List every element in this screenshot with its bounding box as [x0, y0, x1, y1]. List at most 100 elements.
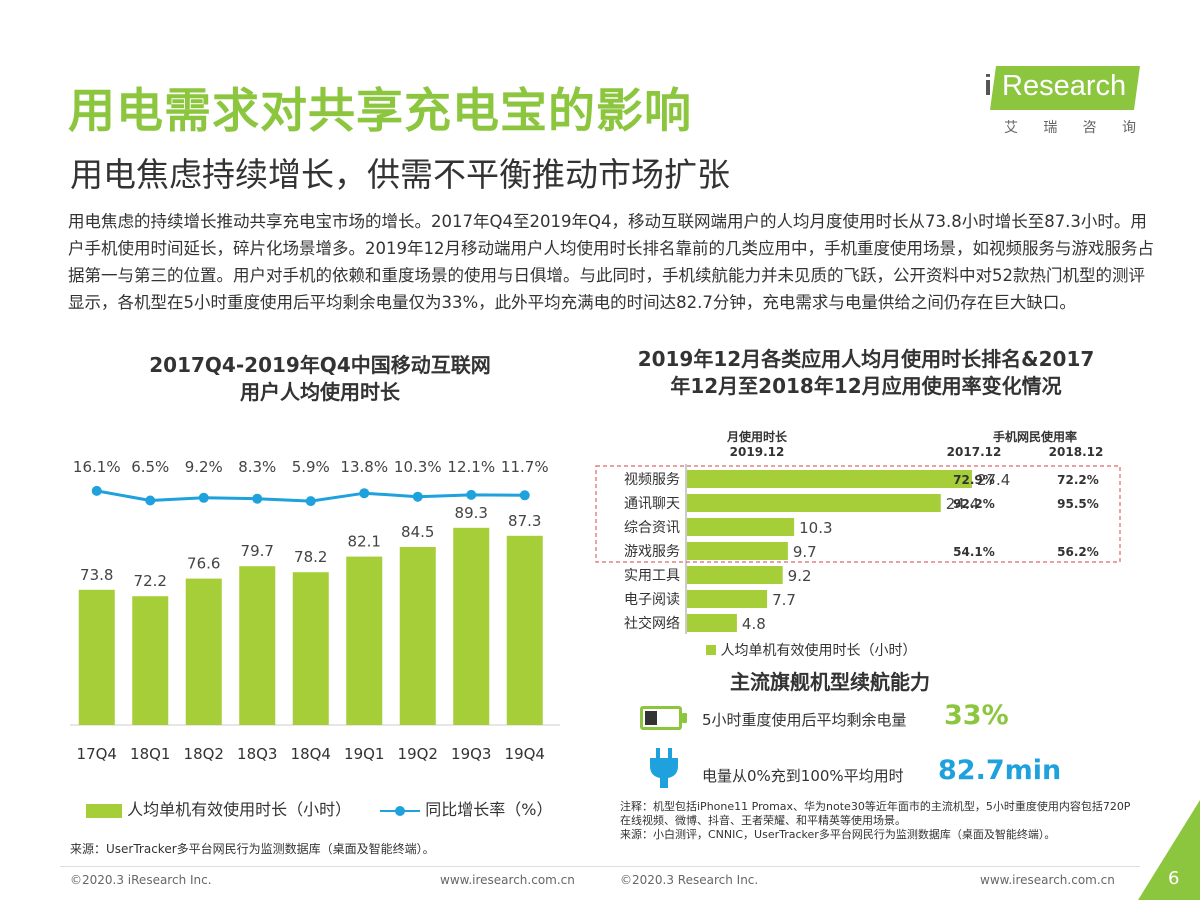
footer-right-copyright: ©2020.3 Research Inc.	[620, 873, 759, 887]
growth-point	[359, 488, 370, 499]
hbar-value-label: 7.7	[772, 591, 796, 609]
growth-point	[466, 489, 477, 500]
logo-text: Research	[1002, 70, 1127, 102]
usage-2017: 54.1%	[953, 545, 995, 559]
hbar	[687, 470, 972, 488]
bar	[399, 547, 436, 725]
logo-cn-char: 咨	[1082, 120, 1097, 136]
growth-point	[252, 493, 263, 504]
right-legend-swatch	[706, 645, 716, 655]
left-chart: 73.8 17Q4 72.2 18Q1 76.6 18Q2 79.7 18Q3 78.2 18Q4…	[70, 458, 560, 763]
bar	[239, 566, 276, 725]
footer-divider	[60, 866, 1140, 867]
hbar-value-label: 24.4	[946, 495, 979, 513]
x-tick-label: 18Q4	[291, 745, 331, 763]
growth-label: 13.8%	[340, 458, 388, 476]
page-title: 用电需求对共享充电宝的影响	[68, 84, 692, 139]
bar-value-label: 79.7	[241, 542, 274, 560]
category-label: 视频服务	[624, 472, 680, 488]
x-tick-label: 19Q4	[505, 745, 545, 763]
hbar	[687, 494, 941, 512]
charge-value: 82.7min	[938, 755, 1062, 786]
growth-point	[412, 491, 423, 502]
x-tick-label: 19Q1	[344, 745, 384, 763]
x-tick-label: 17Q4	[77, 745, 117, 763]
bar	[132, 596, 169, 725]
growth-point	[519, 490, 530, 501]
hbar	[687, 518, 795, 536]
hbar-value-label: 10.3	[799, 519, 832, 537]
iresearch-logo: i Research 艾 瑞 咨 询	[980, 62, 1142, 140]
x-tick-label: 19Q2	[398, 745, 438, 763]
logo-cn-char: 艾	[1004, 120, 1018, 136]
category-label: 游戏服务	[624, 544, 680, 560]
bar-value-label: 82.1	[348, 533, 381, 551]
hbar-value-label: 27.4	[977, 471, 1010, 489]
usage-2018: 56.2%	[1057, 545, 1099, 559]
year-2017-header: 2017.12	[946, 445, 1002, 459]
legend-line-label: 同比增长率（%）	[425, 800, 553, 819]
usage-2017: 72.9%	[953, 473, 995, 487]
logo-cn-char: 瑞	[1043, 120, 1058, 136]
usage-2018: 72.2%	[1057, 473, 1099, 487]
battery-icon	[640, 706, 688, 730]
page-number: 6	[1168, 868, 1180, 889]
battery-value: 33%	[944, 700, 1009, 731]
right-chart: 视频服务 27.472.9% 72.2% 通讯聊天 24.492.2% 95.5% 综合资讯…	[595, 464, 1121, 634]
hbar-value-label: 9.7	[793, 543, 817, 561]
battery-heading: 主流旗舰机型续航能力	[730, 670, 930, 694]
growth-label: 12.1%	[447, 458, 495, 476]
battery-fill	[645, 711, 657, 725]
x-tick-label: 18Q1	[130, 745, 170, 763]
footer-left-url: www.iresearch.com.cn	[440, 873, 575, 887]
battery-text: 5小时重度使用后平均剩余电量	[702, 711, 907, 729]
right-source-text: 来源：小白测评，CNNIC，UserTracker多平台网民行为监测数据库（桌面…	[620, 828, 1056, 841]
charge-text: 电量从0%充到100%平均用时	[702, 767, 904, 785]
legend-bar-swatch	[86, 803, 122, 818]
footer-right-url: www.iresearch.com.cn	[980, 873, 1115, 887]
right-chart-title-line: 年12月至2018年12月应用使用率变化情况	[670, 374, 1062, 398]
right-col-header-left: 月使用时长 2019.12	[692, 428, 822, 459]
growth-point	[198, 492, 209, 503]
hbar	[687, 566, 783, 584]
legend-bar-label: 人均单机有效使用时长（小时）	[127, 800, 352, 819]
legend-line-swatch	[380, 805, 421, 816]
col-header-date: 2019.12	[729, 445, 785, 459]
hbar	[687, 614, 737, 632]
category-label: 社交网络	[624, 615, 680, 632]
hbar-value-label: 9.2	[788, 567, 812, 585]
x-tick-label: 19Q3	[451, 745, 491, 763]
logo-box	[990, 66, 1140, 110]
footer-left-copyright: ©2020.3 iResearch Inc.	[70, 873, 212, 887]
growth-label: 11.7%	[501, 458, 549, 476]
hbar	[687, 590, 768, 608]
growth-point	[91, 485, 102, 496]
year-2018-header: 2018.12	[1048, 445, 1104, 459]
x-tick-label: 18Q2	[184, 745, 224, 763]
growth-label: 6.5%	[131, 458, 169, 476]
bar	[506, 535, 543, 725]
left-legend: 人均单机有效使用时长（小时） 同比增长率（%）	[86, 796, 553, 820]
bar	[453, 527, 490, 725]
intro-paragraph: 用电焦虑的持续增长推动共享充电宝市场的增长。2017年Q4至2019年Q4，移动…	[68, 212, 1154, 312]
category-label: 电子阅读	[624, 591, 680, 608]
growth-label: 9.2%	[185, 458, 223, 476]
left-chart-title-line: 2017Q4-2019年Q4中国移动互联网	[149, 353, 491, 377]
right-chart-title: 2019年12月各类应用人均月使用时长排名&2017 年12月至2018年12月…	[596, 346, 1136, 400]
usage-2018: 95.5%	[1057, 497, 1099, 511]
page-subtitle: 用电焦虑持续增长，供需不平衡推动市场扩张	[70, 155, 730, 194]
hbar-value-label: 4.8	[742, 615, 766, 633]
x-tick-label: 18Q3	[237, 745, 277, 763]
right-col-header-usage: 手机网民使用率	[992, 430, 1077, 444]
logo-cn-char: 询	[1121, 120, 1136, 136]
growth-label: 16.1%	[73, 458, 121, 476]
bar	[292, 572, 329, 725]
category-label: 实用工具	[624, 568, 680, 584]
bar-value-label: 76.6	[187, 555, 220, 573]
bar-value-label: 73.8	[80, 566, 113, 584]
bar-value-label: 72.2	[134, 572, 167, 590]
bar-value-label: 84.5	[401, 523, 434, 541]
category-label: 综合资讯	[624, 520, 680, 536]
right-notes: 注释：机型包括iPhone11 Promax、华为note30等近年面市的主流机…	[620, 800, 1140, 842]
plug-icon	[650, 748, 678, 788]
